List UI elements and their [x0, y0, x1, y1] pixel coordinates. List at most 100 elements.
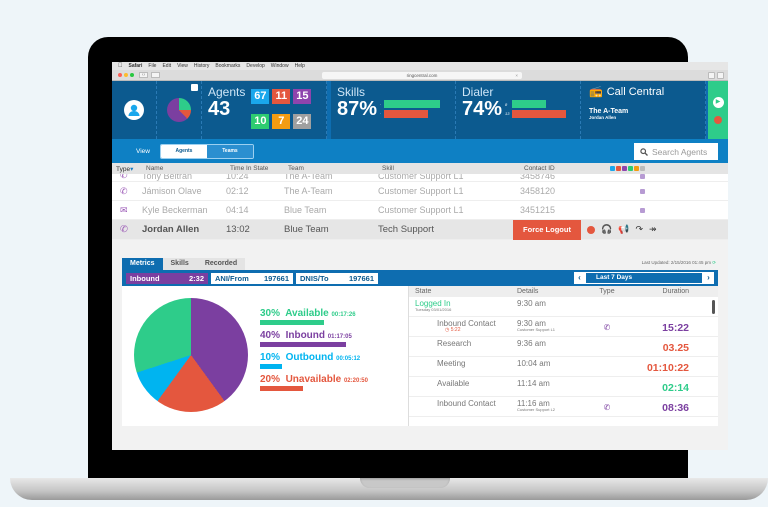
col-team[interactable]: Team	[288, 165, 304, 172]
dashboard-header: Agents 43 67 11 15 10 7 24 Skills 87% · ·	[112, 81, 728, 139]
contact-id: 3458120	[520, 186, 556, 196]
col-name[interactable]: Name	[146, 165, 164, 172]
date-range-selector: ‹ Last 7 Days ›	[574, 272, 714, 284]
stat-outbound[interactable]: 7	[272, 113, 291, 129]
menu-file[interactable]: File	[143, 63, 156, 69]
history-row[interactable]: Available 11:14 am 02:14	[409, 377, 718, 397]
stat-available[interactable]: 67	[251, 89, 270, 104]
address-bar[interactable]: ringcentral.com ×	[322, 72, 522, 79]
table-row[interactable]: ✆ Jámison Olave 02:12 The A-Team Custome…	[112, 182, 728, 201]
history-row[interactable]: Research 9:36 am 03.25	[409, 337, 718, 357]
close-window-button[interactable]	[118, 73, 122, 77]
megaphone-icon[interactable]: 📢	[618, 224, 630, 234]
user-panel[interactable]	[112, 81, 157, 139]
history-header: State Details Type Duration	[409, 286, 718, 297]
force-logout-button[interactable]: Force Logout	[513, 219, 581, 240]
metrics-chart: 30% Available 00:17:26 40% Inbound 01:17…	[122, 286, 409, 426]
play-icon[interactable]: ▶	[712, 96, 724, 108]
team: The A-Team	[284, 186, 333, 196]
share-icon[interactable]	[708, 72, 715, 79]
agent-details-panel: Metrics Skills Recorded Last Updated: 2/…	[112, 258, 728, 450]
agents-table-header: Type▾ Name Time In State Team Skill Cont…	[112, 163, 728, 174]
team-name: The A-Team	[589, 108, 629, 115]
history-row[interactable]: Inbound Contact 11:16 am Customer Support…	[409, 397, 718, 417]
menu-develop[interactable]: Develop	[241, 63, 264, 69]
user-avatar-icon[interactable]	[124, 100, 144, 120]
view-bar: View Agents Teams Search Agents	[112, 139, 728, 163]
apple-icon[interactable]: 	[118, 63, 123, 69]
browser-toolbar: ‹› ringcentral.com ×	[112, 70, 728, 81]
view-agents-button[interactable]: Agents	[160, 144, 207, 158]
view-teams-button[interactable]: Teams	[206, 144, 253, 158]
tab-skills[interactable]: Skills	[162, 258, 197, 270]
col-time[interactable]: Time In State	[230, 165, 269, 172]
dnis-pill: DNIS/To 197661	[296, 272, 378, 284]
prev-range-button[interactable]: ‹	[574, 272, 585, 284]
clear-url-icon[interactable]: ×	[515, 73, 518, 78]
summary-chart-panel[interactable]	[157, 81, 202, 139]
agents-panel[interactable]: Agents 43 67 11 15 10 7 24	[202, 81, 327, 139]
menu-window[interactable]: Window	[266, 63, 289, 69]
call-info-bar: Inbound 2:32 ANI/From 197661 DNIS/To 197661…	[122, 270, 718, 286]
tab-recorded[interactable]: Recorded	[196, 258, 246, 270]
menu-edit[interactable]: Edit	[157, 63, 171, 69]
next-range-button[interactable]: ›	[703, 272, 714, 284]
time-in-state: 02:12	[226, 186, 249, 196]
refresh-icon[interactable]: ⟳	[712, 260, 716, 265]
email-icon: ✉	[120, 204, 128, 215]
minimize-window-button[interactable]	[124, 73, 128, 77]
back-forward-button[interactable]: ‹›	[139, 72, 148, 78]
date-range-label[interactable]: Last 7 Days	[585, 272, 703, 284]
tabs-icon[interactable]	[717, 72, 724, 79]
zoom-window-button[interactable]	[130, 73, 134, 77]
agent-name: Jordan Allen	[589, 115, 617, 120]
status-filter-colors[interactable]	[610, 166, 645, 171]
call-central-label: Call Central	[606, 85, 665, 98]
expand-icon[interactable]	[191, 84, 198, 91]
skill: Customer Support L1	[378, 205, 464, 215]
state-pie-chart	[134, 298, 248, 412]
call-central-panel[interactable]: 📻 Call Central The A-Team Jordan Allen	[581, 81, 706, 139]
stat-inbound[interactable]: 15	[293, 89, 312, 104]
laptop-notch	[360, 478, 450, 488]
record-icon[interactable]	[714, 115, 722, 124]
warm-transfer-icon[interactable]: ↠	[648, 224, 657, 234]
table-row[interactable]: ✆ Tony Beltran 10:24 The A-Team Customer…	[112, 174, 728, 182]
transfer-icon[interactable]: ↷	[635, 224, 643, 234]
table-row-selected[interactable]: ✆ Jordan Allen 13:02 Blue Team Tech Supp…	[112, 219, 728, 240]
skills-percent: 87%	[337, 98, 378, 120]
legend-available: 30% Available 00:17:26	[260, 308, 368, 325]
skills-panel[interactable]: Skills 87% · ·	[331, 81, 456, 139]
tab-metrics[interactable]: Metrics	[122, 258, 163, 270]
menu-safari[interactable]: Safari	[124, 63, 143, 69]
menu-history[interactable]: History	[189, 63, 210, 69]
history-row[interactable]: Inbound Contact ◷ 5:22 9:30 am Customer Su…	[409, 317, 718, 337]
stat-offline[interactable]: 24	[293, 113, 312, 129]
dialer-percent: 74%	[462, 98, 503, 120]
time-in-state: 13:02	[226, 224, 250, 235]
record-call-icon[interactable]	[587, 225, 595, 234]
agent-status-grid: 67 11 15 10 7 24	[251, 89, 312, 135]
legend-outbound: 10% Outbound 00:05:12	[260, 352, 368, 369]
history-row-logged-in[interactable]: Logged In Tuesday 03/01/2016 9:30 am	[409, 297, 718, 317]
col-skill[interactable]: Skill	[382, 165, 394, 172]
search-icon	[640, 147, 648, 156]
contact-id: 3451215	[520, 205, 556, 215]
menu-view[interactable]: View	[172, 63, 188, 69]
state-history: State Details Type Duration Logged In Tue…	[409, 286, 718, 426]
col-contact[interactable]: Contact ID	[524, 165, 555, 172]
search-agents-input[interactable]: Search Agents	[634, 143, 718, 160]
menu-help[interactable]: Help	[290, 63, 305, 69]
history-row[interactable]: Meeting 10:04 am 01:10:22	[409, 357, 718, 377]
table-row[interactable]: ✉ Kyle Beckerman 04:14 Blue Team Custome…	[112, 201, 728, 220]
col-type[interactable]: Type▾	[116, 165, 134, 173]
scrollbar[interactable]	[712, 300, 715, 314]
dialer-panel[interactable]: Dialer 74% 8 13	[456, 81, 581, 139]
stat-unavailable[interactable]: 11	[272, 89, 291, 104]
stat-ready[interactable]: 10	[251, 113, 270, 129]
sidebar-toggle-icon[interactable]	[151, 72, 160, 78]
media-controls: ▶	[708, 81, 728, 139]
phone-icon: ✆	[120, 185, 128, 196]
menu-bookmarks[interactable]: Bookmarks	[210, 63, 240, 69]
headset-icon[interactable]: 🎧	[601, 224, 613, 234]
